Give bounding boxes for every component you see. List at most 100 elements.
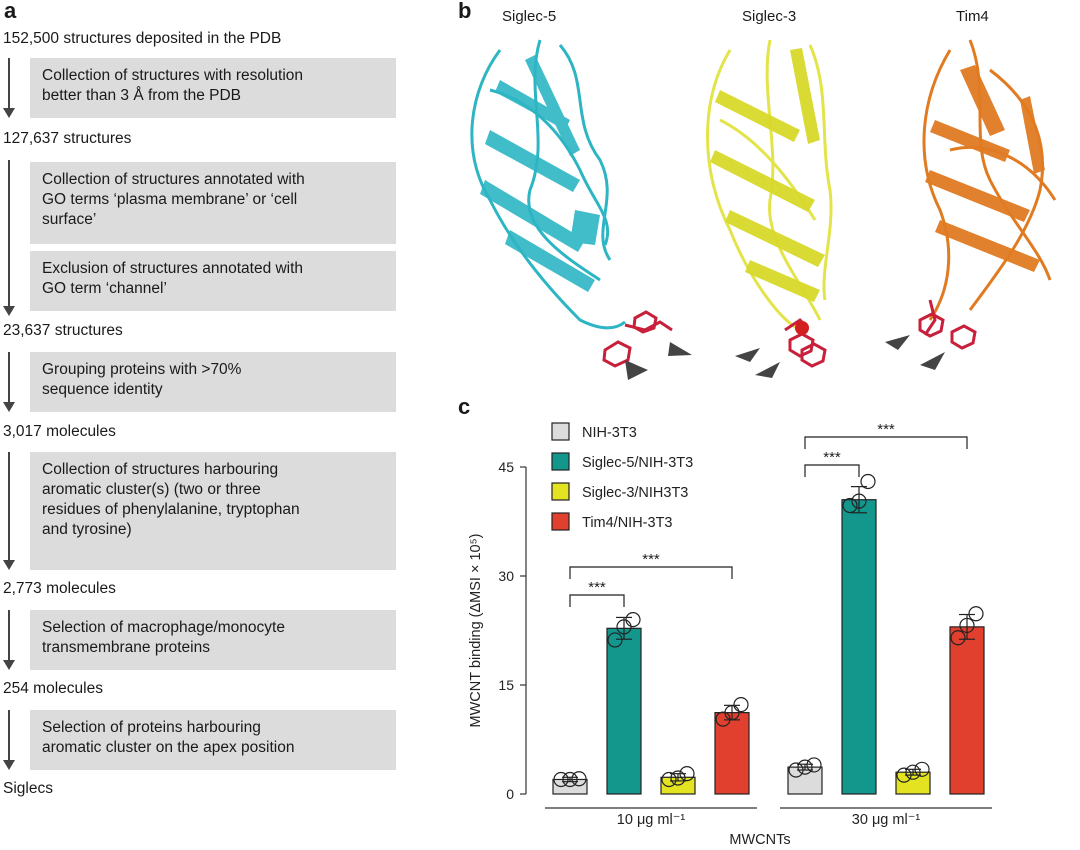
- x-axis-label: MWCNTs: [729, 832, 790, 848]
- siglec3-beta-strands: [710, 48, 825, 302]
- protein-structures-figure: [470, 39, 1057, 380]
- step-text-line: GO terms ‘plasma membrane’ or ‘cell: [42, 191, 298, 208]
- flow-arrow: [2, 710, 16, 770]
- data-point: [625, 612, 641, 628]
- aromatic-cluster-tim4: [918, 299, 977, 350]
- flow-arrow: [2, 452, 16, 570]
- step-text-line: Collection of structures annotated with: [42, 171, 305, 188]
- data-point: [679, 766, 695, 782]
- filter-step-box: Exclusion of structures annotated with G…: [30, 251, 396, 311]
- count-label: 23,637 structures: [3, 322, 123, 339]
- bar: [714, 712, 750, 795]
- flow-arrow: [2, 352, 16, 412]
- significance-label: ***: [588, 579, 606, 596]
- structure-label-tim4: Tim4: [956, 8, 989, 25]
- data-point: [670, 770, 686, 786]
- significance-bracket: [569, 566, 733, 579]
- data-point: [571, 771, 587, 787]
- step-text-line: residues of phenylalanine, tryptophan: [42, 501, 300, 518]
- data-point: [914, 761, 930, 777]
- data-point: [851, 493, 867, 509]
- significance-label: ***: [642, 551, 660, 568]
- legend-swatch: [551, 512, 570, 531]
- mwcnt-binding-chart: NIH-3T3 Siglec-5/NIH-3T3 Siglec-3/NIH3T3 Ti…: [468, 421, 992, 848]
- data-point: [724, 705, 740, 721]
- count-label: 2,773 molecules: [3, 580, 116, 597]
- data-point: [797, 759, 813, 775]
- step-text-line: Collection of structures with resolution: [42, 67, 304, 84]
- aromatic-residue-sphere: [795, 321, 809, 335]
- legend-swatch: [551, 482, 570, 501]
- arrowhead-markers: [625, 335, 945, 380]
- step-text-line: Selection of macrophage/monocyte: [42, 619, 285, 636]
- significance-label: ***: [823, 449, 841, 466]
- chart-bars: [552, 473, 985, 795]
- bar: [949, 626, 985, 795]
- count-label: Siglecs: [3, 780, 53, 797]
- data-point: [806, 757, 822, 773]
- panel-a-letter: a: [4, 0, 17, 23]
- data-point: [788, 762, 804, 778]
- data-point: [896, 767, 912, 783]
- data-point: [661, 771, 677, 788]
- filter-step-box: Selection of macrophage/monocyte transme…: [30, 610, 396, 670]
- filter-step-box: Collection of structures with resolution…: [30, 58, 396, 118]
- x-category-label: 30 μg ml⁻¹: [852, 812, 921, 828]
- structure-label-siglec5: Siglec-5: [502, 8, 557, 25]
- flow-arrow: [2, 610, 16, 670]
- step-text-line: Selection of proteins harbouring: [42, 719, 261, 736]
- data-point: [968, 606, 984, 622]
- count-label: 127,637 structures: [3, 130, 132, 147]
- legend-label: Siglec-3/NIH3T3: [582, 485, 688, 501]
- step-text-line: aromatic cluster on the apex position: [42, 739, 295, 756]
- significance-bracket: [804, 436, 968, 449]
- step-text-line: transmembrane proteins: [42, 639, 210, 656]
- data-point: [842, 497, 858, 514]
- legend-label: Siglec-5/NIH-3T3: [582, 455, 693, 471]
- filter-step-box: Grouping proteins with >70% sequence ide…: [30, 352, 396, 412]
- x-category-label: 10 μg ml⁻¹: [617, 812, 686, 828]
- aromatic-cluster-siglec5: [602, 310, 673, 368]
- step-text-line: Grouping proteins with >70%: [42, 361, 242, 378]
- filter-step-box: Selection of proteins harbouring aromati…: [30, 710, 396, 770]
- flow-arrow: [2, 160, 16, 316]
- filter-step-box: Collection of structures harbouring arom…: [30, 452, 396, 570]
- step-text-line: sequence identity: [42, 381, 163, 398]
- legend-swatch: [551, 422, 570, 441]
- count-label: 152,500 structures deposited in the PDB: [3, 30, 282, 47]
- panel-c-letter: c: [458, 394, 471, 419]
- chart-legend: NIH-3T3 Siglec-5/NIH-3T3 Siglec-3/NIH3T3 Ti…: [551, 422, 693, 531]
- data-point: [607, 632, 623, 648]
- count-label: 3,017 molecules: [3, 423, 116, 440]
- data-point: [733, 697, 749, 713]
- legend-label: Tim4/NIH-3T3: [582, 515, 673, 531]
- step-text-line: surface’: [42, 211, 97, 228]
- y-tick-label: 15: [498, 677, 514, 693]
- panel-b-letter: b: [458, 0, 472, 23]
- filter-step-box: Collection of structures annotated with …: [30, 162, 396, 244]
- y-axis-label: MWCNT binding (ΔMSI × 10⁵): [468, 534, 484, 728]
- bar: [841, 499, 877, 795]
- significance-bracket: [804, 464, 860, 477]
- data-point: [860, 473, 876, 490]
- step-text-line: Exclusion of structures annotated with: [42, 260, 304, 277]
- y-tick-label: 45: [498, 459, 514, 475]
- significance-brackets: *** *** *** ***: [569, 421, 968, 607]
- siglec5-beta-strands: [480, 55, 600, 292]
- step-text-line: GO term ‘channel’: [42, 280, 167, 297]
- chart-axes: 0 15 30 45 MWCNT binding (ΔMSI × 10⁵) 10 μg m…: [468, 459, 992, 848]
- structure-label-siglec3: Siglec-3: [742, 8, 797, 25]
- step-text-line: and tyrosine): [42, 521, 132, 538]
- count-label: 254 molecules: [3, 680, 103, 697]
- step-text-line: better than 3 Å from the PDB: [42, 87, 242, 104]
- legend-label: NIH-3T3: [582, 425, 637, 441]
- data-point: [553, 771, 569, 788]
- siglec5-ribbon: [470, 39, 626, 330]
- flow-arrow: [2, 58, 16, 118]
- step-text-line: Collection of structures harbouring: [42, 461, 279, 478]
- data-point: [562, 771, 578, 788]
- tim4-beta-strands: [925, 65, 1045, 272]
- bar: [606, 627, 642, 795]
- y-tick-label: 30: [498, 568, 514, 584]
- step-text-line: aromatic cluster(s) (two or three: [42, 481, 261, 498]
